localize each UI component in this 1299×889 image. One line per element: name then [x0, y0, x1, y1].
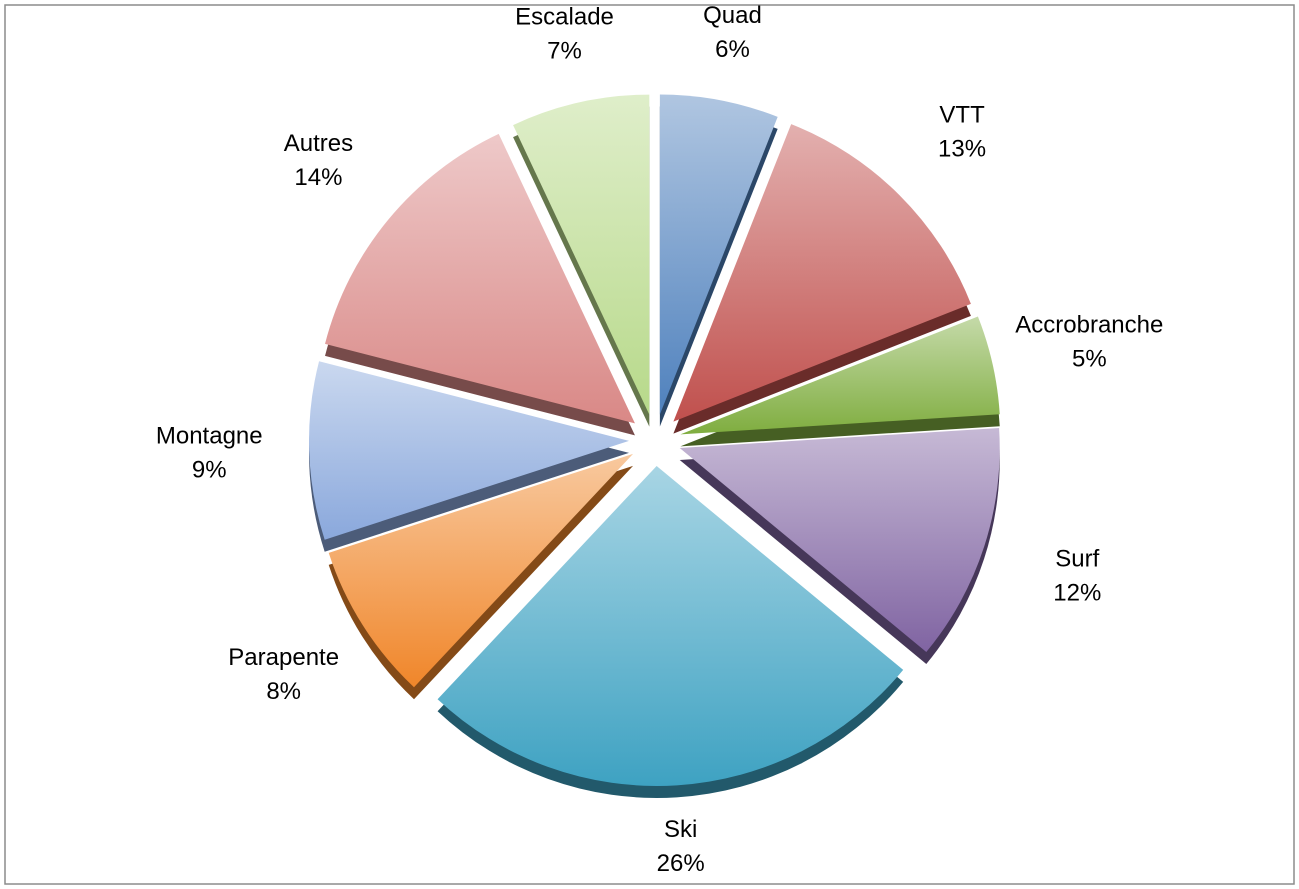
slice-label-value: 8%	[266, 678, 301, 705]
slice-label-name: Montagne	[156, 422, 263, 449]
slice-label-name: Accrobranche	[1015, 311, 1163, 338]
slice	[680, 316, 1000, 435]
slice-label-name: Ski	[664, 816, 697, 843]
slice-label-name: VTT	[939, 101, 985, 128]
slice	[325, 133, 635, 424]
slice-label-value: 12%	[1053, 580, 1101, 607]
slice	[513, 94, 650, 415]
slice-label-value: 14%	[294, 164, 342, 191]
slice	[679, 427, 1000, 653]
slice-label-value: 6%	[715, 36, 750, 63]
slice-label-value: 26%	[657, 850, 705, 877]
slice-label-value: 7%	[547, 38, 582, 65]
slice-label-name: Escalade	[515, 4, 614, 31]
slice-label-value: 9%	[192, 456, 227, 483]
slice-label-value: 5%	[1072, 345, 1107, 372]
slice	[309, 361, 630, 540]
slice-label-name: Quad	[703, 2, 762, 29]
slice-label-name: Autres	[284, 130, 353, 157]
slice	[659, 94, 778, 415]
slice-label-name: Surf	[1055, 546, 1099, 573]
slice-label-name: Parapente	[228, 644, 339, 671]
slice	[328, 453, 634, 688]
slice-label-value: 13%	[938, 135, 986, 162]
slice	[673, 124, 971, 422]
slice	[437, 465, 904, 786]
